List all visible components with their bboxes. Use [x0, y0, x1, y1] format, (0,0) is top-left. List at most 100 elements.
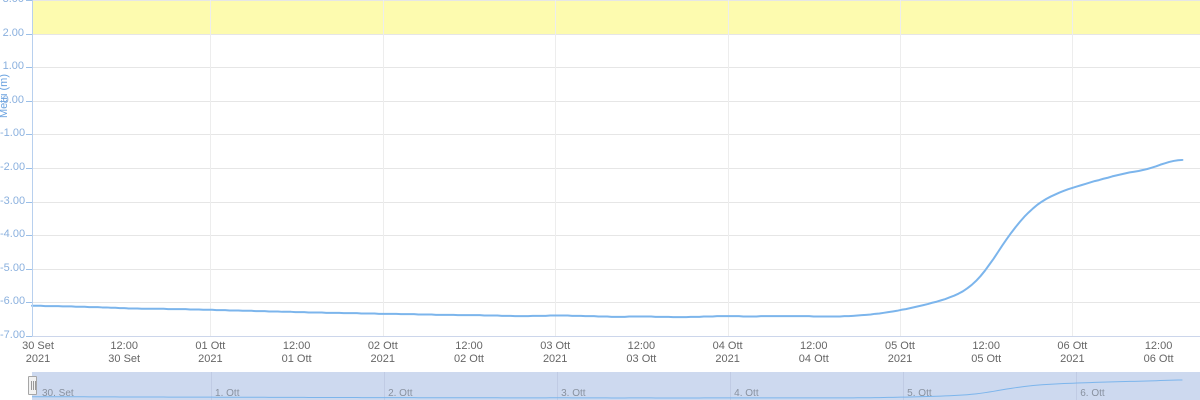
x-axis-label-line1: 12:00: [110, 340, 138, 352]
x-axis-label: 06 Ott 2021: [1057, 340, 1087, 366]
x-axis-label: 01 Ott 2021: [195, 340, 225, 366]
y-axis-label: -2.00: [0, 161, 26, 173]
x-axis-label: 12:00 02 Ott: [454, 340, 484, 366]
x-axis-label-line2: 02 Ott: [454, 353, 484, 365]
navigator-gridline: [557, 372, 559, 400]
gridline: [32, 202, 1200, 203]
navigator-x-label: 4. Ott: [734, 388, 759, 399]
plot-area: [32, 0, 1200, 337]
gridline: [32, 168, 1200, 169]
x-axis-label-line1: 12:00: [972, 340, 1000, 352]
x-axis-label-line1: 12:00: [1144, 340, 1173, 352]
y-axis-label: -1.00: [0, 127, 26, 140]
x-axis-label-line2: 2021: [542, 353, 568, 365]
x-axis-label-line1: 01 Ott: [195, 340, 226, 352]
x-axis-label-line1: 03 Ott: [540, 340, 571, 352]
x-axis-label: 05 Ott 2021: [885, 340, 915, 366]
gridline: [32, 101, 1200, 102]
gridline: [32, 235, 1200, 236]
navigator-gridline: [903, 372, 905, 400]
x-axis-label-line2: 2021: [370, 353, 396, 365]
navigator-x-label: 3. Ott: [561, 388, 586, 399]
y-axis-label: 0.00: [2, 93, 24, 106]
y-axis-label: 1.00: [2, 60, 24, 73]
vertical-gridline: [382, 0, 384, 336]
series-line-metri: [32, 0, 1200, 336]
x-axis-label-line2: 2021: [1060, 353, 1085, 365]
x-axis-label-line2: 2021: [887, 353, 913, 365]
x-axis-label-line2: 2021: [198, 353, 223, 365]
vertical-gridline: [1072, 0, 1074, 336]
gridline: [32, 34, 1200, 35]
navigator-gridline: [384, 372, 386, 400]
x-axis-label-line1: 12:00: [455, 340, 483, 352]
navigator-series: [32, 372, 1200, 400]
navigator-x-label: 2. Ott: [388, 388, 413, 399]
y-tick-mark: [26, 336, 32, 337]
y-tick-mark: [26, 0, 32, 1]
x-axis-label-line2: 2021: [715, 353, 740, 365]
vertical-gridline: [727, 0, 729, 336]
y-axis-line: [32, 0, 33, 336]
navigator-left-handle[interactable]: [28, 376, 37, 395]
x-axis-label-line2: 04 Ott: [798, 353, 829, 365]
x-axis-label-line2: 03 Ott: [626, 353, 657, 365]
navigator-selected-range[interactable]: [32, 372, 1200, 400]
y-tick-mark: [26, 202, 32, 203]
x-axis-label: 30 Set 2021: [22, 340, 54, 366]
x-axis-label-line2: 01 Ott: [281, 353, 312, 365]
y-axis-label: -7.00: [0, 329, 26, 341]
x-axis-label-line1: 04 Ott: [712, 340, 743, 352]
y-tick-mark: [26, 34, 32, 35]
y-tick-mark: [26, 101, 32, 102]
y-axis-label: 2.00: [2, 26, 24, 39]
x-axis-label: 12:00 04 Ott: [799, 340, 829, 366]
x-axis-label-line2: 2021: [25, 353, 51, 365]
x-axis-label: 12:00 06 Ott: [1144, 340, 1174, 366]
x-axis-line: [32, 336, 1200, 337]
x-axis-label: 03 Ott 2021: [540, 340, 570, 366]
x-axis-label-line1: 12:00: [627, 340, 656, 352]
navigator-gridline: [1076, 372, 1078, 400]
vertical-gridline: [899, 0, 901, 336]
gridline: [32, 269, 1200, 270]
gridline: [32, 67, 1200, 68]
y-tick-mark: [26, 168, 32, 169]
x-axis-label-line2: 30 Set: [108, 353, 141, 365]
gridline: [32, 134, 1200, 135]
x-axis-label: 12:00 01 Ott: [282, 340, 312, 366]
x-axis-label-line1: 12:00: [282, 340, 311, 352]
navigator-gridline: [211, 372, 213, 400]
navigator-x-label: 5. Ott: [907, 388, 932, 399]
y-tick-mark: [26, 235, 32, 236]
y-tick-mark: [26, 134, 32, 135]
x-axis-label-line1: 30 Set: [22, 340, 54, 352]
y-tick-mark: [26, 269, 32, 270]
x-axis-label-line2: 05 Ott: [971, 353, 1002, 365]
y-tick-mark: [26, 67, 32, 68]
y-axis-title: Metri (m): [0, 74, 10, 118]
x-axis-label: 12:00 05 Ott: [971, 340, 1001, 366]
y-axis-label: -6.00: [0, 295, 26, 308]
vertical-gridline: [555, 0, 557, 336]
x-axis-label: 12:00 03 Ott: [626, 340, 656, 366]
x-axis-label-line1: 02 Ott: [367, 340, 398, 352]
y-tick-mark: [26, 302, 32, 303]
x-axis-label-line1: 12:00: [800, 340, 828, 352]
x-axis-label: 04 Ott 2021: [713, 340, 743, 366]
vertical-gridline: [210, 0, 212, 336]
x-axis-label-line2: 06 Ott: [1143, 353, 1174, 365]
x-axis-label: 12:00 30 Set: [108, 340, 140, 366]
navigator-x-label: 1. Ott: [215, 388, 240, 399]
gridline: [32, 302, 1200, 303]
y-axis-label: -4.00: [0, 228, 26, 241]
navigator-x-label: 30. Set: [42, 388, 74, 399]
y-axis-label: 3.00: [0, 0, 24, 5]
plot-band-warning: [32, 0, 1200, 34]
navigator[interactable]: 30. Set 1. Ott 2. Ott 3. Ott 4. Ott 5. Ott 6. …: [28, 372, 1200, 400]
y-axis-label: -5.00: [0, 261, 26, 274]
y-axis-label: -3.00: [0, 194, 26, 207]
x-axis-label: 02 Ott 2021: [368, 340, 398, 366]
gridline: [32, 0, 1200, 1]
